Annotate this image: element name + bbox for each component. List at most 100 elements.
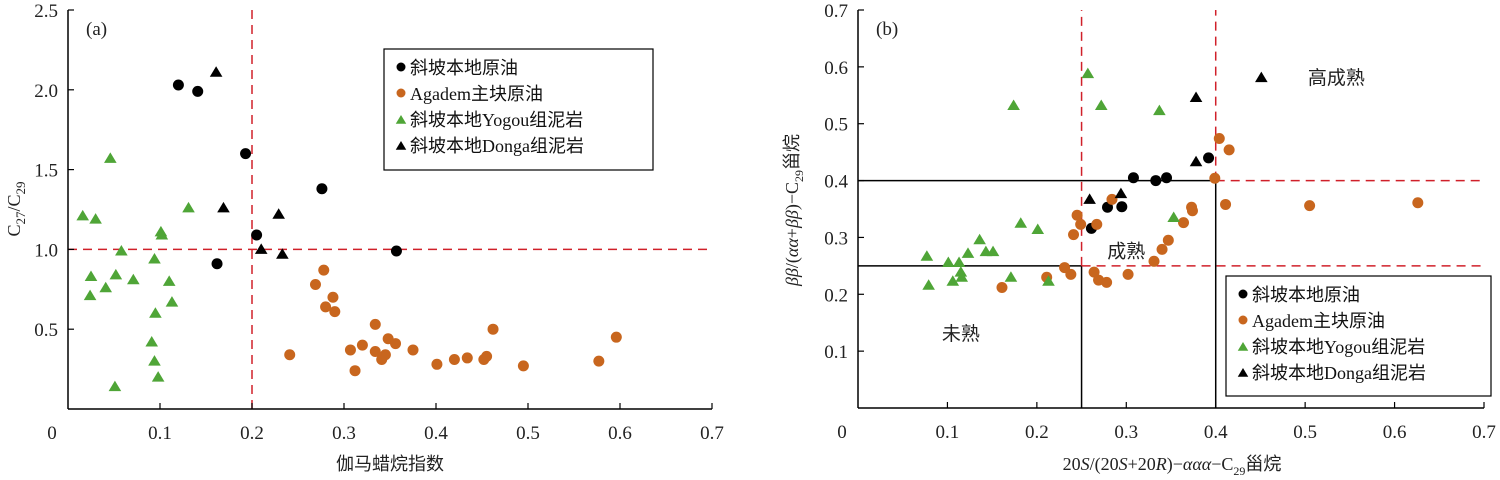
x-tick-label: 0 bbox=[47, 423, 57, 444]
legend-box bbox=[1225, 275, 1492, 397]
y-axis-title-sub1: 27 bbox=[13, 211, 28, 225]
x-tick-label: 0.6 bbox=[1383, 422, 1407, 443]
y-tick-label: 2.0 bbox=[34, 81, 58, 102]
data-point bbox=[83, 289, 97, 301]
data-point bbox=[1148, 255, 1160, 267]
x-title-part: 29 bbox=[1233, 464, 1245, 478]
y-title-part: αα bbox=[782, 238, 802, 257]
y-tick-label: 0.7 bbox=[824, 1, 848, 22]
data-point bbox=[1189, 155, 1203, 167]
series-yogou-mudstone bbox=[920, 67, 1180, 290]
y-axis-title: ββ/(αα+ββ)−C29甾烷 bbox=[782, 134, 806, 287]
data-point bbox=[1101, 276, 1113, 288]
legend-label: 斜坡本地原油 bbox=[1252, 285, 1360, 305]
legend-marker bbox=[1238, 289, 1248, 299]
data-point bbox=[1031, 223, 1045, 234]
data-point bbox=[1209, 172, 1221, 184]
y-tick-label: 0.5 bbox=[34, 320, 58, 341]
data-point bbox=[379, 349, 391, 361]
data-point bbox=[1178, 217, 1190, 229]
data-point bbox=[356, 339, 368, 351]
data-point bbox=[390, 338, 402, 350]
x-tick-label: 0.1 bbox=[148, 423, 172, 444]
y-title-part: )−C bbox=[782, 182, 803, 210]
legend-marker bbox=[396, 62, 406, 72]
y-tick-label: 1.5 bbox=[34, 161, 58, 182]
x-title-part: 甾烷 bbox=[1245, 454, 1281, 474]
data-point bbox=[284, 349, 296, 361]
y-title-part: /( bbox=[782, 257, 803, 268]
y-tick-label: 0.6 bbox=[824, 58, 848, 79]
series-donga-mudstone bbox=[209, 66, 289, 259]
data-point bbox=[1122, 268, 1134, 280]
data-point bbox=[309, 279, 321, 291]
data-point bbox=[1065, 268, 1077, 280]
data-point bbox=[952, 256, 966, 267]
x-title-part: ααα bbox=[1183, 454, 1212, 474]
panel-label: (a) bbox=[86, 19, 107, 40]
data-point bbox=[481, 350, 493, 362]
data-point bbox=[172, 79, 184, 91]
legend-marker bbox=[1238, 315, 1248, 325]
x-title-part: 20 bbox=[1063, 454, 1081, 474]
data-point bbox=[1083, 193, 1096, 204]
data-point bbox=[1071, 209, 1083, 221]
data-point bbox=[148, 252, 161, 264]
region-label: 高成熟 bbox=[1308, 67, 1365, 89]
data-point bbox=[487, 323, 499, 335]
x-tick-label: 0.7 bbox=[700, 423, 724, 444]
data-point bbox=[1220, 198, 1232, 210]
legend-label: Agadem主块原油 bbox=[410, 84, 543, 104]
data-point bbox=[369, 346, 381, 358]
y-title-part: ββ bbox=[782, 210, 802, 229]
data-point bbox=[1203, 152, 1215, 164]
x-tick-label: 0.3 bbox=[1114, 422, 1138, 443]
data-point bbox=[155, 229, 169, 240]
data-point bbox=[1156, 243, 1168, 255]
data-point bbox=[145, 335, 159, 347]
legend-label: 斜坡本地原油 bbox=[410, 58, 518, 78]
data-point bbox=[127, 273, 140, 285]
data-point bbox=[1004, 271, 1018, 282]
axes: 0 0.1 0.2 0.3 0.4 0.5 0.6 0.7 0.1 0.2 0.3 0.4 0.5 0.6… bbox=[824, 1, 1496, 443]
data-point bbox=[320, 301, 332, 313]
x-tick-label: 0.4 bbox=[1204, 422, 1228, 443]
y-title-part: 29 bbox=[792, 170, 806, 182]
data-point bbox=[165, 296, 179, 307]
x-title-part: R bbox=[1155, 454, 1167, 474]
series-donga-mudstone bbox=[1083, 71, 1268, 204]
data-point bbox=[192, 85, 204, 97]
data-point bbox=[1304, 200, 1316, 212]
x-tick-label: 0.2 bbox=[240, 423, 264, 444]
x-axis-title: 20S/(20S+20R)−ααα−C29甾烷 bbox=[1063, 454, 1282, 478]
legend-marker bbox=[396, 88, 406, 98]
x-tick-label: 0.5 bbox=[1293, 422, 1317, 443]
y-axis-title-c: C bbox=[4, 225, 24, 237]
data-point bbox=[76, 209, 90, 221]
data-point bbox=[1042, 275, 1055, 286]
data-point bbox=[1068, 229, 1080, 241]
data-point bbox=[1116, 201, 1128, 213]
data-point bbox=[1014, 217, 1028, 228]
chart-panel-a: 0 0.1 0.2 0.3 0.4 0.5 0.6 0.7 0.5 1.0 1.5 2.0 2.5 (a… bbox=[4, 1, 724, 474]
series-yogou-mudstone bbox=[76, 152, 195, 392]
legend-marker bbox=[1237, 342, 1249, 351]
data-point bbox=[316, 183, 328, 195]
x-tick-label: 0.2 bbox=[1025, 422, 1049, 443]
data-point bbox=[240, 148, 252, 160]
region-label: 未熟 bbox=[942, 323, 980, 345]
data-point bbox=[1167, 211, 1180, 223]
legend-label: Agadem主块原油 bbox=[1252, 311, 1385, 331]
data-point bbox=[954, 266, 968, 277]
y-tick-label: 0.2 bbox=[824, 285, 848, 306]
region-label: 成熟 bbox=[1107, 240, 1145, 262]
y-tick-label: 1.0 bbox=[34, 240, 58, 261]
data-point bbox=[431, 358, 443, 370]
x-tick-label: 0.1 bbox=[936, 422, 960, 443]
y-title-part: ββ bbox=[782, 268, 802, 287]
series-agadem-oil bbox=[284, 264, 622, 377]
data-point bbox=[151, 371, 165, 382]
data-point bbox=[318, 264, 330, 276]
data-point bbox=[329, 306, 341, 318]
data-point bbox=[920, 250, 934, 261]
